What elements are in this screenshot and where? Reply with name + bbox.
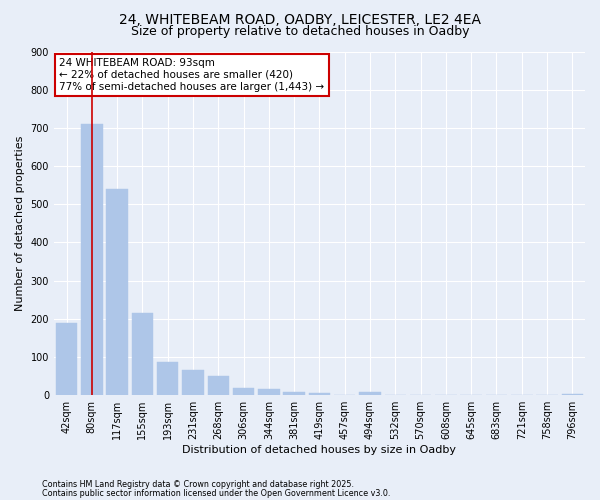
Text: Size of property relative to detached houses in Oadby: Size of property relative to detached ho…: [131, 25, 469, 38]
Bar: [309, 392, 330, 395]
Bar: [182, 370, 204, 395]
X-axis label: Distribution of detached houses by size in Oadby: Distribution of detached houses by size …: [182, 445, 457, 455]
Bar: [106, 189, 128, 395]
Bar: [359, 392, 381, 395]
Bar: [131, 313, 153, 395]
Text: Contains public sector information licensed under the Open Government Licence v3: Contains public sector information licen…: [42, 489, 391, 498]
Bar: [258, 388, 280, 395]
Bar: [56, 322, 77, 395]
Bar: [208, 376, 229, 395]
Bar: [81, 124, 103, 395]
Text: 24, WHITEBEAM ROAD, OADBY, LEICESTER, LE2 4EA: 24, WHITEBEAM ROAD, OADBY, LEICESTER, LE…: [119, 12, 481, 26]
Y-axis label: Number of detached properties: Number of detached properties: [15, 136, 25, 311]
Bar: [233, 388, 254, 395]
Bar: [283, 392, 305, 395]
Text: 24 WHITEBEAM ROAD: 93sqm
← 22% of detached houses are smaller (420)
77% of semi-: 24 WHITEBEAM ROAD: 93sqm ← 22% of detach…: [59, 58, 325, 92]
Bar: [157, 362, 178, 395]
Text: Contains HM Land Registry data © Crown copyright and database right 2025.: Contains HM Land Registry data © Crown c…: [42, 480, 354, 489]
Bar: [562, 394, 583, 395]
